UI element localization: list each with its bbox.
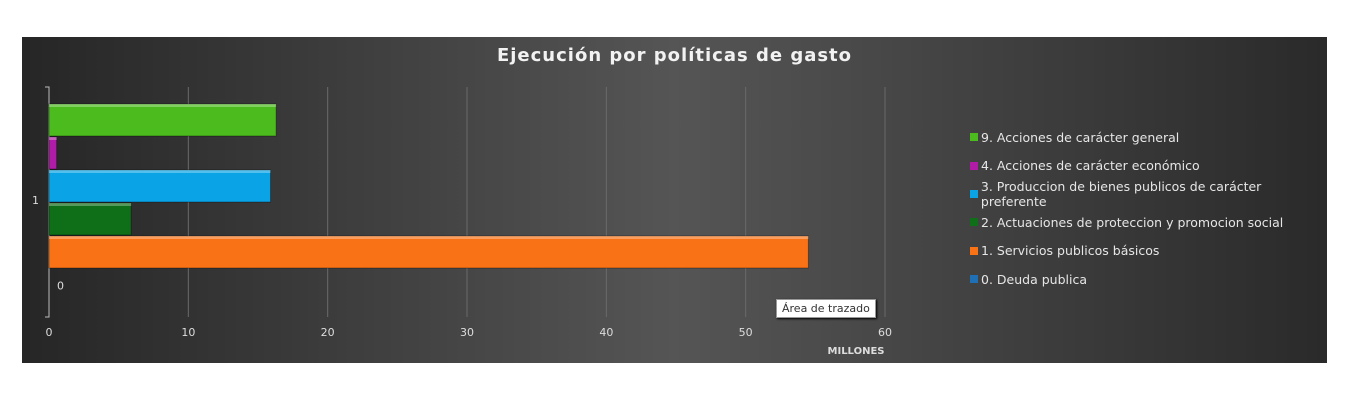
data-label: 0 bbox=[57, 280, 64, 293]
bar bbox=[48, 169, 272, 203]
bar bbox=[48, 136, 58, 170]
legend-swatch-icon bbox=[970, 133, 978, 142]
bar bbox=[48, 202, 132, 236]
legend-label: 0. Deuda publica bbox=[981, 271, 1087, 287]
bar-highlight bbox=[49, 236, 809, 239]
legend-label: 3. Produccion de bienes publicos de cará… bbox=[980, 178, 1262, 209]
legend-item[interactable]: 1. Servicios publicos básicos bbox=[970, 237, 1327, 265]
bar bbox=[48, 235, 809, 269]
legend-item[interactable]: 3. Produccion de bienes publicos de cará… bbox=[970, 178, 1327, 209]
y-axis bbox=[45, 86, 50, 318]
legend-swatch-icon bbox=[970, 161, 978, 170]
legend-item[interactable]: 2. Actuaciones de proteccion y promocion… bbox=[970, 208, 1327, 236]
bar-highlight bbox=[49, 203, 132, 206]
legend[interactable]: 9. Acciones de carácter general 4. Accion… bbox=[970, 123, 1327, 293]
x-tick-label: 50 bbox=[739, 326, 753, 339]
x-tick-label: 20 bbox=[321, 326, 335, 339]
x-tick-label: 60 bbox=[878, 326, 892, 339]
bar-highlight bbox=[49, 170, 271, 173]
legend-label: 4. Acciones de carácter económico bbox=[981, 158, 1200, 174]
legend-swatch-icon bbox=[970, 218, 978, 227]
legend-item[interactable]: 9. Acciones de carácter general bbox=[970, 123, 1327, 151]
chart-area[interactable]: 0 10 20 30 40 50 60 1 MILLONES 0 Ejecución por po… bbox=[22, 37, 1327, 363]
chart-title: Ejecución por políticas de gasto bbox=[496, 45, 853, 66]
x-tick-label: 0 bbox=[46, 326, 53, 339]
tooltip: Área de trazado bbox=[776, 299, 876, 318]
legend-item[interactable]: 0. Deuda publica bbox=[970, 265, 1327, 293]
legend-swatch-icon bbox=[970, 189, 978, 198]
bar bbox=[48, 103, 277, 137]
x-axis-label: MILLONES bbox=[828, 346, 885, 357]
legend-item[interactable]: 4. Acciones de carácter económico bbox=[970, 151, 1327, 179]
legend-label: 9. Acciones de carácter general bbox=[981, 129, 1180, 145]
bar-highlight bbox=[49, 137, 57, 140]
legend-label: 2. Actuaciones de proteccion y promocion… bbox=[981, 214, 1284, 230]
bar-highlight bbox=[49, 104, 277, 107]
x-tick-label: 30 bbox=[460, 326, 474, 339]
x-tick-label: 10 bbox=[181, 326, 195, 339]
legend-swatch-icon bbox=[970, 246, 978, 255]
legend-label: 1. Servicios publicos básicos bbox=[981, 243, 1160, 259]
legend-swatch-icon bbox=[970, 275, 978, 284]
x-tick-label: 40 bbox=[599, 326, 613, 339]
plot-area[interactable]: 0 10 20 30 40 50 60 1 MILLONES 0 bbox=[22, 37, 1327, 363]
y-tick-label: 1 bbox=[32, 194, 39, 207]
